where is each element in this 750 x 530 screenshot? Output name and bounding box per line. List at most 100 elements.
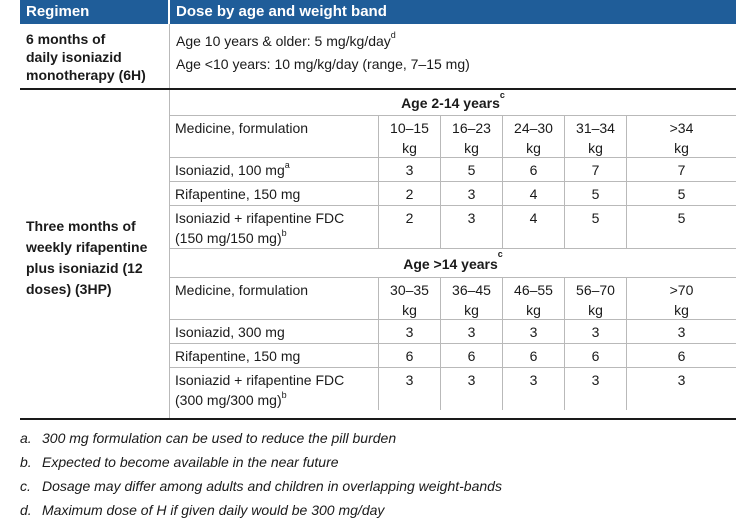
tablet-count-cell: 3: [440, 320, 502, 343]
tablet-count-cell: 6: [626, 344, 736, 367]
dose-line: Age 10 years & older: 5 mg/kg/dayd: [176, 30, 730, 53]
weight-band-header: 46–55 kg: [502, 278, 564, 319]
medicine-cell: Isoniazid + rifapentine FDC (300 mg/300 m…: [170, 368, 378, 410]
table-header-row: Medicine, formulation 10–15 kg 16–23 kg 24–30…: [170, 116, 736, 158]
dose-text-6h: Age 10 years & older: 5 mg/kg/dayd Age <…: [170, 24, 736, 88]
weight-band-unit: kg: [588, 302, 603, 318]
footnote-marker: c: [497, 249, 503, 259]
tablet-count-cell: 4: [502, 206, 564, 248]
regimen-name-line: weekly rifapentine: [26, 239, 148, 255]
weight-band-header: >70 kg: [626, 278, 736, 319]
table-row: Isoniazid + rifapentine FDC (300 mg/300 m…: [170, 368, 736, 410]
tablet-count-cell: 7: [626, 158, 736, 181]
weight-band-header: 10–15 kg: [378, 116, 440, 157]
weight-band-range: 10–15: [390, 120, 429, 136]
weight-band-unit: kg: [588, 140, 603, 156]
weight-band-unit: kg: [402, 302, 417, 318]
table-header: Regimen Dose by age and weight band: [20, 0, 736, 24]
tablet-count-cell: 3: [502, 320, 564, 343]
footnote-marker: d: [390, 30, 396, 40]
age-group-title: Age 2-14 yearsc: [170, 90, 736, 116]
tablet-count-cell: 3: [502, 368, 564, 410]
weight-band-range: 16–23: [452, 120, 491, 136]
medicine-label: Isoniazid, 100 mg: [175, 162, 285, 178]
medicine-column-header: Medicine, formulation: [175, 282, 309, 298]
regimen-name-line: daily isoniazid: [26, 49, 122, 65]
tablet-count-cell: 6: [378, 344, 440, 367]
table-row: Isoniazid + rifapentine FDC (150 mg/150 m…: [170, 206, 736, 248]
footnote-letter: b.: [20, 454, 32, 470]
tablet-count-cell: 4: [502, 182, 564, 205]
regimen-name-line: plus isoniazid (12: [26, 260, 143, 276]
age-group-title: Age >14 yearsc: [170, 248, 736, 278]
tablet-count-cell: 3: [564, 368, 626, 410]
regimen-name-6h: 6 months of daily isoniazid monotherapy …: [20, 24, 170, 88]
footnote-text: Expected to become available in the near…: [42, 454, 339, 470]
medicine-cell: Isoniazid, 100 mga: [170, 158, 378, 181]
weight-band-range: >70: [669, 282, 694, 298]
weight-band-range: >34: [669, 120, 694, 136]
tablet-count-cell: 5: [626, 182, 736, 205]
weight-band-unit: kg: [674, 140, 689, 156]
tablet-count-cell: 2: [378, 206, 440, 248]
weight-band-unit: kg: [526, 140, 541, 156]
medicine-label: Isoniazid + rifapentine FDC: [175, 210, 345, 226]
dose-grid-3hp: Age 2-14 yearsc Medicine, formulation 10–1…: [170, 90, 736, 418]
medicine-label: Isoniazid, 300 mg: [175, 324, 285, 340]
medicine-formulation: (300 mg/300 mg): [175, 392, 282, 408]
weight-band-unit: kg: [464, 140, 479, 156]
dose-column-header: Dose by age and weight band: [176, 3, 387, 20]
table-row: Isoniazid, 300 mg 3 3 3 3 3: [170, 320, 736, 344]
tablet-count-cell: 3: [626, 368, 736, 410]
tablet-count-cell: 6: [502, 344, 564, 367]
medicine-cell: Isoniazid, 300 mg: [170, 320, 378, 343]
medicine-label: Rifapentine, 150 mg: [175, 348, 301, 364]
medicine-column-header: Medicine, formulation: [175, 120, 309, 136]
weight-band-range: 46–55: [514, 282, 553, 298]
table-row: Rifapentine, 150 mg 6 6 6 6 6: [170, 344, 736, 368]
weight-band-range: 31–34: [576, 120, 615, 136]
age-group-title-text: Age >14 years: [403, 256, 498, 272]
weight-band-unit: kg: [402, 140, 417, 156]
weight-band-unit: kg: [674, 302, 689, 318]
table-row: Isoniazid, 100 mga 3 5 6 7 7: [170, 158, 736, 182]
tablet-count-cell: 3: [626, 320, 736, 343]
age-group-title-text: Age 2-14 years: [401, 95, 500, 111]
tablet-count-cell: 7: [564, 158, 626, 181]
weight-band-unit: kg: [526, 302, 541, 318]
medicine-label: Rifapentine, 150 mg: [175, 186, 301, 202]
tablet-count-cell: 6: [502, 158, 564, 181]
medicine-label: Isoniazid + rifapentine FDC: [175, 372, 345, 388]
weight-band-header: 16–23 kg: [440, 116, 502, 157]
table-header-row: Medicine, formulation 30–35 kg 36–45 kg 46–55…: [170, 278, 736, 320]
weight-band-header: 24–30 kg: [502, 116, 564, 157]
dosing-table: Regimen Dose by age and weight band 6 mo…: [20, 0, 736, 420]
age-group-2-14: Age 2-14 yearsc Medicine, formulation 10–1…: [170, 90, 736, 248]
footnotes: a. 300 mg formulation can be used to redu…: [20, 426, 736, 522]
tablet-count-cell: 5: [626, 206, 736, 248]
tablet-count-cell: 3: [378, 158, 440, 181]
footnote-text: 300 mg formulation can be used to reduce…: [42, 430, 397, 446]
age-group-over-14: Age >14 yearsc Medicine, formulation 30–35…: [170, 248, 736, 410]
footnote-letter: d.: [20, 502, 32, 518]
weight-band-header: >34 kg: [626, 116, 736, 157]
medicine-label-line2: (150 mg/150 mg)b: [175, 228, 374, 248]
regimen-name-line: doses) (3HP): [26, 281, 112, 297]
medicine-formulation: (150 mg/150 mg): [175, 230, 282, 246]
weight-band-range: 36–45: [452, 282, 491, 298]
dose-line-text: Age 10 years & older: 5 mg/kg/day: [176, 33, 391, 49]
table-row: Rifapentine, 150 mg 2 3 4 5 5: [170, 182, 736, 206]
regimen-name-line: 6 months of: [26, 31, 106, 47]
regimen-name-3hp: Three months of weekly rifapentine plus …: [20, 90, 170, 418]
medicine-cell: Rifapentine, 150 mg: [170, 344, 378, 367]
footnote-marker: c: [499, 90, 505, 100]
tablet-count-cell: 5: [440, 158, 502, 181]
medicine-cell: Isoniazid + rifapentine FDC (150 mg/150 m…: [170, 206, 378, 248]
footnote-letter: a.: [20, 430, 32, 446]
weight-band-range: 24–30: [514, 120, 553, 136]
weight-band-range: 30–35: [390, 282, 429, 298]
tablet-count-cell: 5: [564, 206, 626, 248]
footnote-letter: c.: [20, 478, 31, 494]
footnote-item: c. Dosage may differ among adults and chi…: [20, 474, 736, 498]
tablet-count-cell: 3: [440, 368, 502, 410]
